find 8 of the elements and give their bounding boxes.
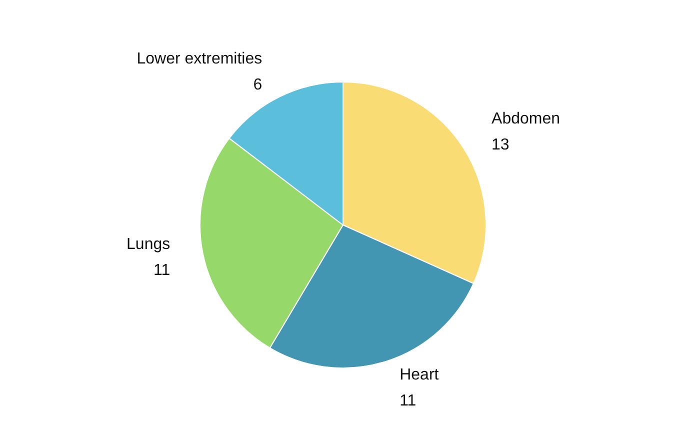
slice-label: Abdomen — [492, 110, 560, 128]
slice-label: Lower extremities — [136, 50, 262, 68]
data-label: 13 — [492, 136, 510, 154]
data-label: 11 — [154, 262, 170, 280]
data-label: 6 — [253, 76, 262, 94]
slice-label: Heart — [400, 366, 440, 384]
slice-label: Lungs — [126, 236, 170, 254]
data-label: 11 — [400, 392, 416, 410]
